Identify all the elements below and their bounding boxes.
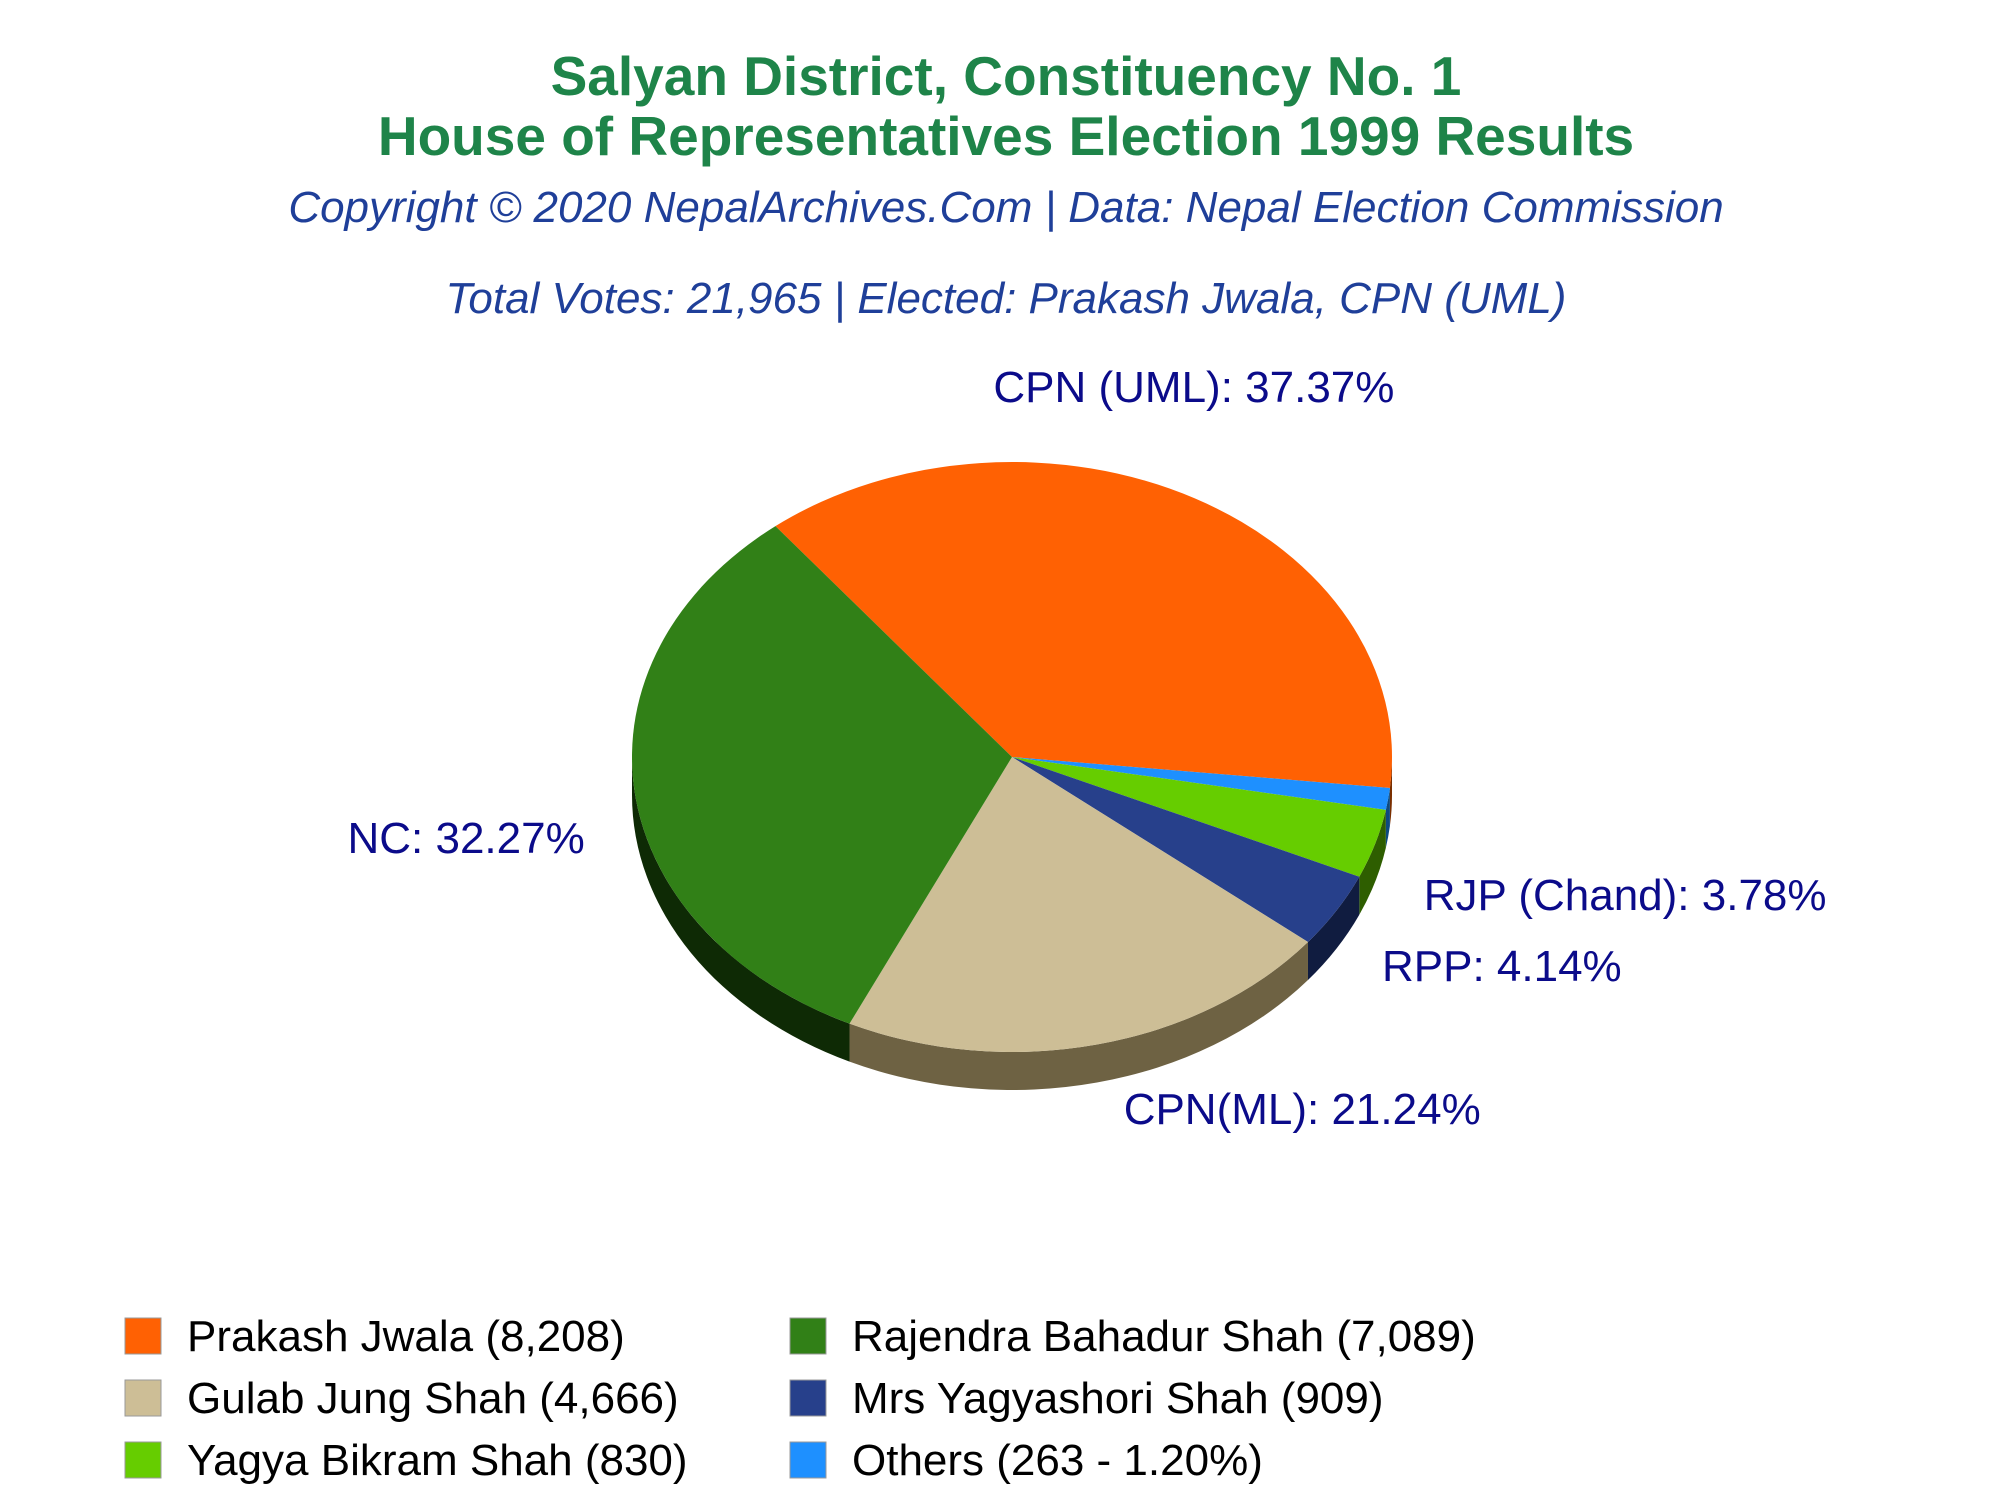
legend-swatch-5	[789, 1441, 827, 1479]
slice-side-1	[1385, 787, 1390, 848]
slice-label-4: CPN(ML): 21.24%	[1124, 1085, 1481, 1134]
legend-swatch-3	[789, 1379, 827, 1417]
pie-slice-1	[1012, 757, 1390, 810]
pie-slice-0	[775, 462, 1393, 788]
legend-swatch-0	[124, 1317, 162, 1355]
slice-label-5: NC: 32.27%	[347, 814, 584, 863]
chart-title-line2: House of Representatives Election 1999 R…	[378, 105, 1634, 167]
pie-slice-2	[1012, 757, 1386, 877]
legend-label-2: Gulab Jung Shah (4,666)	[187, 1374, 679, 1423]
pie-slice-5	[632, 526, 1012, 1024]
slice-label-2: RJP (Chand): 3.78%	[1424, 871, 1827, 920]
legend: Prakash Jwala (8,208) Rajendra Bahadur Sh…	[124, 1312, 1476, 1485]
slice-side-4	[849, 942, 1308, 1090]
legend-swatch-1	[789, 1317, 827, 1355]
slice-side-3	[1307, 876, 1360, 981]
pie-slices	[632, 462, 1393, 1090]
copyright-text: Copyright © 2020 NepalArchives.Com | Dat…	[288, 183, 1723, 232]
legend-swatch-2	[124, 1379, 162, 1417]
legend-label-3: Mrs Yagyashori Shah (909)	[852, 1374, 1384, 1423]
summary-text: Total Votes: 21,965 | Elected: Prakash J…	[446, 274, 1567, 323]
legend-label-5: Others (263 - 1.20%)	[852, 1436, 1263, 1485]
slice-side-5	[632, 757, 850, 1062]
slice-label-3: RPP: 4.14%	[1382, 942, 1622, 991]
pie-slice-4	[849, 757, 1308, 1052]
legend-label-4: Yagya Bikram Shah (830)	[187, 1436, 688, 1485]
slice-labels: CPN (UML): 37.37% RJP (Chand): 3.78% RPP: …	[347, 363, 1826, 1134]
legend-label-1: Rajendra Bahadur Shah (7,089)	[852, 1312, 1476, 1361]
slice-side-0	[1389, 757, 1392, 826]
chart-title-line1: Salyan District, Constituency No. 1	[551, 45, 1462, 107]
slice-label-0: CPN (UML): 37.37%	[993, 363, 1394, 412]
legend-swatch-4	[124, 1441, 162, 1479]
pie-slice-3	[1012, 757, 1360, 943]
legend-label-0: Prakash Jwala (8,208)	[187, 1312, 625, 1361]
slice-side-2	[1359, 809, 1386, 915]
